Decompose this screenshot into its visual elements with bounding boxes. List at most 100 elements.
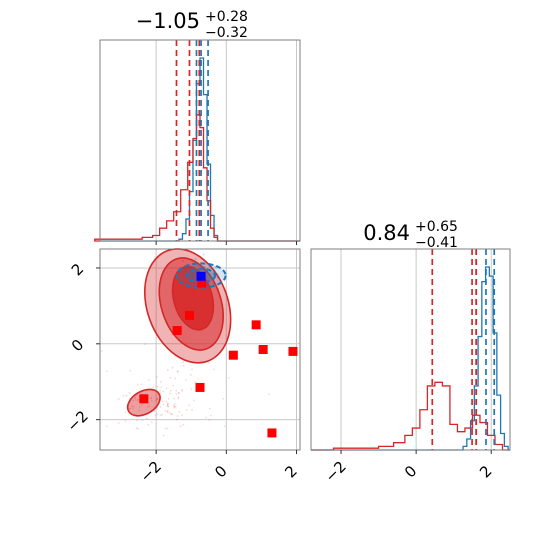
sample-point	[150, 421, 153, 424]
sample-point	[166, 369, 169, 372]
bottom-right-title-median: 0.84	[363, 221, 410, 245]
top-left-title-median: −1.05	[136, 9, 200, 33]
sample-point	[137, 427, 139, 430]
sample-point	[150, 396, 153, 399]
sample-point	[136, 419, 138, 422]
bottom-right-x-tick-label: −2	[321, 457, 349, 485]
sample-point	[178, 411, 181, 413]
red-square-marker	[228, 350, 238, 360]
sample-point	[170, 413, 173, 416]
sample-point	[182, 423, 185, 426]
sample-point	[168, 412, 171, 414]
sample-point	[140, 403, 143, 406]
sample-point	[136, 383, 139, 386]
sample-point	[117, 398, 120, 400]
sample-point	[181, 389, 183, 391]
sample-point	[191, 408, 193, 411]
sample-point	[192, 399, 195, 402]
sample-point	[155, 376, 158, 378]
sample-point	[140, 383, 143, 386]
sample-point	[105, 425, 108, 428]
red-square-marker	[184, 310, 194, 320]
sample-point	[132, 407, 134, 410]
sample-point	[124, 411, 127, 414]
sample-point	[152, 386, 155, 389]
bottom-right-x-tick-label: 0	[401, 462, 420, 481]
panel-top-left-hist: −1.05 +0.28 −0.32	[94, 9, 301, 245]
sample-point	[177, 396, 180, 399]
sample-point	[164, 427, 167, 430]
sample-point	[191, 368, 193, 371]
panel-bottom-left-2d	[96, 248, 301, 454]
sample-point	[132, 405, 135, 408]
sample-point	[223, 425, 226, 428]
sample-point	[171, 413, 173, 416]
red-square-marker	[139, 394, 149, 404]
sample-point	[132, 399, 135, 402]
blue-square-marker	[196, 271, 206, 281]
sample-point	[122, 394, 125, 397]
sample-point	[124, 419, 127, 422]
top-left-gridlines	[155, 40, 297, 241]
bottom-left-x-tick-label: 2	[281, 462, 300, 481]
sample-point	[154, 413, 157, 416]
sample-point	[128, 408, 131, 410]
sample-point	[125, 394, 128, 397]
top-left-frame	[99, 39, 301, 242]
sample-point	[160, 386, 163, 389]
sample-point	[179, 425, 182, 428]
red-square-marker	[195, 382, 205, 392]
sample-point	[145, 417, 148, 420]
sample-point	[157, 398, 159, 401]
sample-point	[181, 389, 184, 392]
sample-point	[173, 397, 176, 400]
sample-point	[176, 370, 179, 373]
sample-point	[159, 406, 162, 408]
sample-point	[171, 366, 174, 369]
sample-point	[174, 405, 177, 408]
sample-point	[190, 373, 192, 376]
sample-point	[209, 414, 212, 417]
sample-point	[212, 368, 215, 371]
sample-point	[166, 427, 169, 430]
sample-point	[156, 398, 159, 400]
sample-point	[173, 402, 176, 405]
red-square-marker	[288, 346, 298, 356]
red-histogram	[94, 114, 300, 242]
sample-point	[150, 397, 153, 400]
sample-point	[207, 361, 210, 364]
sample-point	[162, 434, 165, 437]
sample-point	[169, 376, 172, 379]
bottom-left-contours	[126, 248, 232, 417]
sample-point	[185, 379, 188, 381]
sample-point	[167, 397, 170, 400]
sample-point	[138, 409, 141, 412]
bottom-left-frame	[99, 248, 301, 451]
sample-point	[117, 421, 120, 424]
sample-point	[144, 343, 146, 346]
top-left-quantile-lines	[175, 40, 209, 241]
sample-point	[194, 257, 197, 260]
sample-point	[205, 416, 208, 419]
sample-point	[136, 399, 139, 402]
sample-point	[166, 402, 169, 405]
bottom-right-frame	[310, 248, 511, 451]
sample-point	[176, 371, 179, 373]
sample-point	[166, 404, 169, 407]
sample-point	[160, 380, 162, 383]
bottom-right-gridlines	[340, 249, 492, 450]
bottom-left-x-tick-label: 0	[211, 462, 230, 481]
sample-point	[129, 408, 132, 410]
sample-point	[165, 387, 168, 390]
top-left-title-minus: −0.32	[205, 25, 248, 41]
sample-point	[147, 423, 150, 426]
red-square-marker	[197, 278, 207, 288]
bottom-left-y-tick-label: 0	[68, 336, 87, 355]
sample-point	[162, 403, 165, 406]
sample-point	[100, 350, 103, 352]
sample-point	[146, 405, 149, 408]
sample-point	[182, 364, 185, 367]
sample-point	[138, 406, 141, 408]
sample-point	[172, 384, 175, 387]
sample-point	[135, 427, 138, 430]
